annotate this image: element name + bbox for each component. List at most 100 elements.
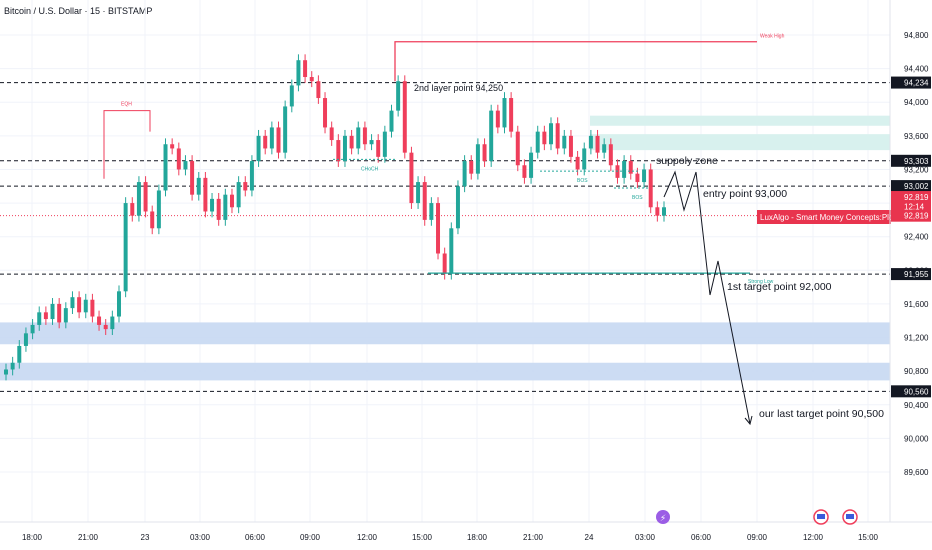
candle-body: [455, 186, 460, 229]
time-tick: 09:00: [747, 533, 768, 542]
candle-body: [163, 144, 168, 191]
candle-body: [416, 182, 421, 204]
candle-body: [103, 324, 108, 330]
price-tick: 94,000: [904, 98, 929, 107]
candle-body: [562, 135, 567, 149]
price-tag-bg: [891, 76, 931, 89]
candle-body: [10, 362, 15, 370]
supply-zone-band-2: [590, 134, 890, 151]
candle-body: [662, 207, 666, 216]
candle-body: [502, 98, 507, 128]
candle-body: [436, 203, 441, 254]
weak-high-label: Weak High: [760, 34, 785, 40]
price-tick: 89,600: [904, 468, 929, 477]
candle-body: [77, 297, 82, 313]
candle-body: [309, 77, 314, 82]
candle-body: [475, 144, 480, 174]
eqh-label: EQH: [121, 102, 132, 108]
demand-zone-lower: [0, 362, 890, 381]
last-target-label: our last target point 90,500: [759, 408, 884, 420]
candle-body: [50, 303, 55, 320]
candle-body: [549, 123, 554, 145]
candle-body: [642, 169, 647, 183]
candle-body: [568, 135, 573, 157]
candle-body: [429, 203, 434, 220]
candle-body: [296, 60, 301, 86]
price-tick: 94,400: [904, 65, 929, 74]
time-tick: 06:00: [691, 533, 712, 542]
candle-body: [83, 299, 88, 313]
candle-body: [183, 161, 188, 170]
bos-label-2: BOS: [632, 195, 643, 201]
time-tick: 03:00: [190, 533, 211, 542]
demand-zone-upper: [0, 322, 890, 345]
candle-body: [608, 144, 613, 166]
candle-body: [136, 182, 141, 216]
candle-body: [170, 144, 175, 149]
candle-body: [4, 369, 8, 375]
candle-body: [582, 148, 587, 170]
candle-body: [655, 207, 660, 216]
time-tick: 06:00: [245, 533, 266, 542]
candle-body: [57, 303, 62, 323]
candle-body: [509, 98, 514, 132]
price-tick: 90,000: [904, 434, 929, 443]
us-flag-field: [817, 514, 825, 519]
candle-body: [462, 161, 467, 187]
price-tag-bg: [891, 385, 931, 398]
candle-body: [595, 135, 600, 153]
candle-body: [622, 161, 627, 178]
candle-body: [256, 135, 261, 162]
candle-body: [628, 161, 633, 174]
candle-body: [575, 156, 580, 170]
price-tick: 92,400: [904, 233, 929, 242]
candle-body: [130, 203, 135, 216]
candle-body: [43, 312, 48, 320]
candle-body: [176, 148, 181, 170]
candle-body: [489, 110, 494, 162]
candle-body: [542, 131, 547, 145]
candle-body: [389, 110, 394, 132]
candle-body: [515, 131, 520, 166]
time-tick: 09:00: [300, 533, 321, 542]
candle-body: [376, 140, 381, 157]
candle-body: [409, 152, 414, 204]
candle-body: [362, 127, 367, 145]
entry-point-label: entry point 93,000: [703, 188, 787, 200]
weak-high-line: [394, 41, 757, 82]
candle-body: [529, 152, 534, 178]
candle-body: [303, 60, 308, 78]
candle-body: [263, 135, 268, 149]
time-tick: 21:00: [523, 533, 544, 542]
projection-arrowhead: [744, 415, 753, 426]
candle-body: [289, 85, 294, 107]
candle-body: [30, 324, 35, 334]
price-tag: 93,002: [904, 182, 929, 191]
candle-body: [449, 228, 454, 274]
price-tag: 94,234: [904, 79, 929, 88]
time-tick: 18:00: [22, 533, 43, 542]
time-tick: 18:00: [467, 533, 488, 542]
candle-body: [635, 173, 640, 183]
candle-body: [210, 198, 215, 212]
candle-body: [482, 144, 487, 162]
symbol-title: Bitcoin / U.S. Dollar · 15 · BITSTAMP: [4, 6, 153, 16]
candle-body: [495, 110, 500, 128]
candle-body: [23, 333, 28, 346]
candle-body: [243, 182, 248, 191]
candle-body: [396, 81, 401, 111]
time-tick: 24: [585, 533, 594, 542]
projection-path: [663, 170, 751, 425]
time-tick: 23: [141, 533, 150, 542]
candle-body: [442, 253, 447, 274]
candle-body: [236, 182, 241, 208]
candle-body: [143, 182, 148, 212]
price-tick: 93,600: [904, 132, 929, 141]
candle-body: [110, 316, 115, 330]
second-layer-label: 2nd layer point 94,250: [414, 83, 503, 93]
price-tick: 90,400: [904, 401, 929, 410]
indicator-label: LuxAlgo - Smart Money Concepts:PlotCandl…: [760, 213, 922, 222]
time-tick: 12:00: [803, 533, 824, 542]
